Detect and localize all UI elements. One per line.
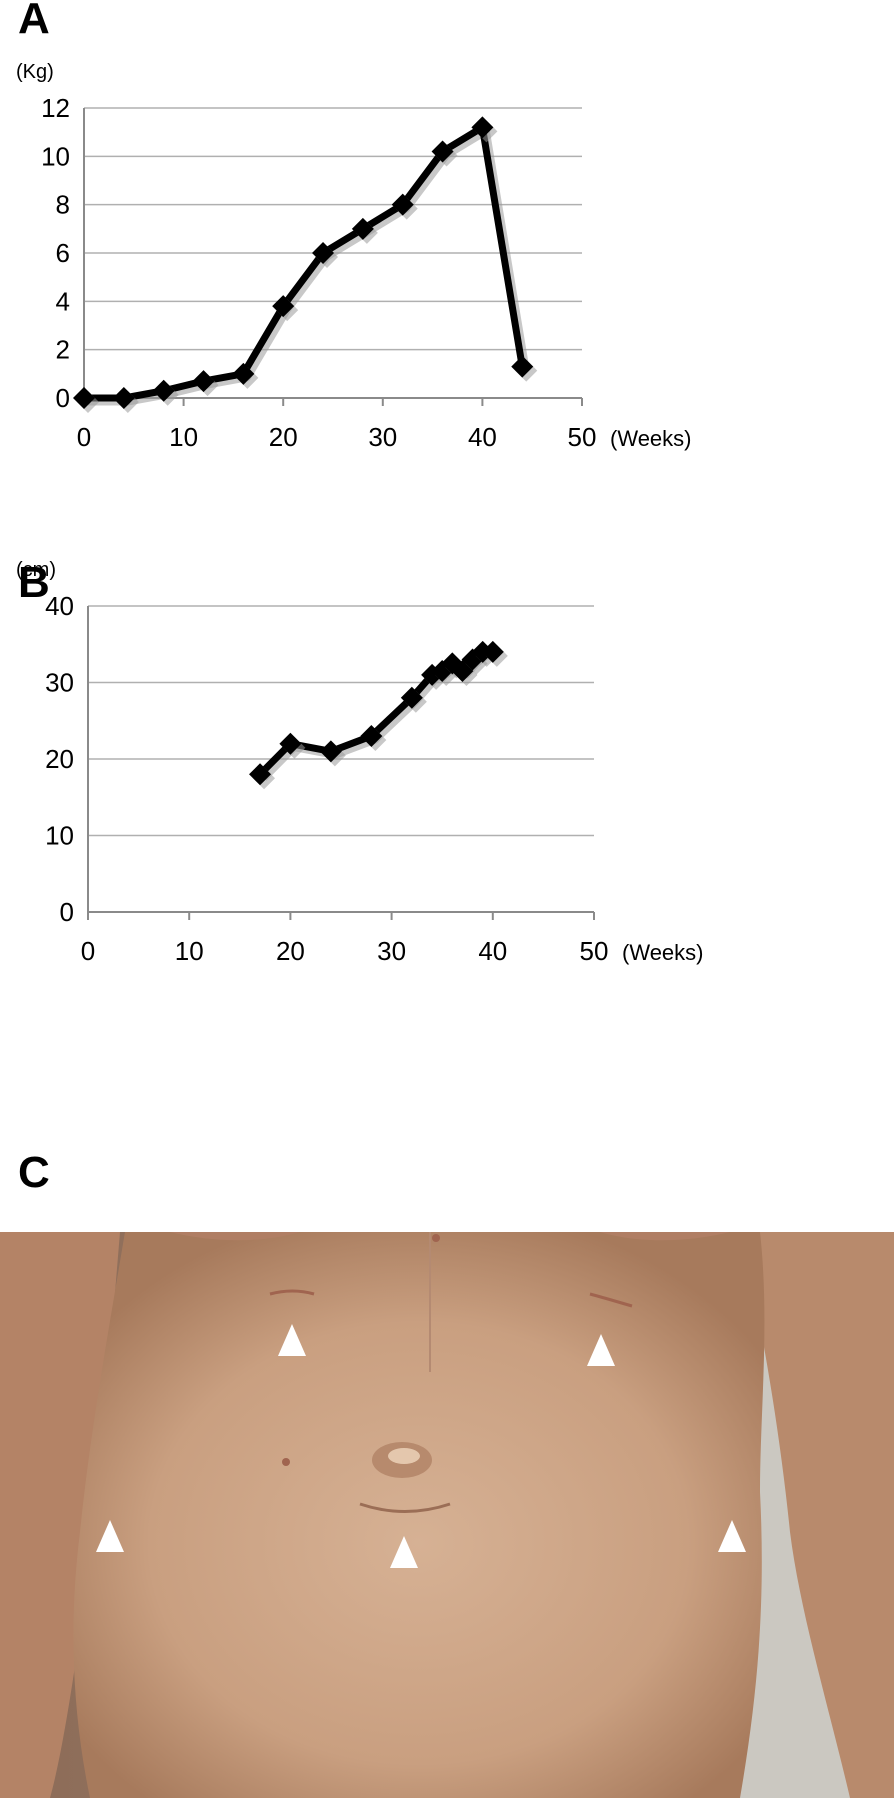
- y-tick-label: 40: [45, 591, 74, 621]
- scar-dot-left: [282, 1458, 290, 1466]
- data-point: [279, 732, 302, 755]
- x-tick-label: 40: [468, 422, 497, 452]
- data-point: [152, 379, 175, 402]
- data-point: [461, 648, 484, 671]
- series-line-shadow: [88, 127, 530, 406]
- x-tick-label: 20: [276, 936, 305, 966]
- data-point: [351, 217, 374, 240]
- y-tick-label: 30: [45, 668, 74, 698]
- data-point: [319, 740, 342, 763]
- x-tick-label: 40: [478, 936, 507, 966]
- y-tick-label: 4: [56, 286, 70, 316]
- data-point: [192, 370, 215, 393]
- data-point: [431, 140, 454, 163]
- arrowhead-5: [718, 1520, 746, 1552]
- arm-right: [740, 1232, 894, 1798]
- data-point: [249, 763, 272, 786]
- y-tick-label: 6: [56, 238, 70, 268]
- chart-b: 0 10 20 30 40 0 10 20 30 40 50 (cm) (Weeks): [16, 560, 704, 966]
- scar-upper-right: [589, 1292, 633, 1308]
- x-axis-label: (Weeks): [622, 940, 704, 965]
- y-tick-label: 10: [41, 141, 70, 171]
- arm-left: [0, 1232, 120, 1798]
- series-line: [84, 123, 526, 402]
- data-point: [112, 387, 135, 409]
- data-point: [360, 725, 383, 748]
- chart-a: 0 2 4 6 8 10 12 0 10 20 30 40 50 (Kg) (Weeks): [16, 61, 692, 452]
- belly: [73, 1232, 765, 1798]
- y-tick-label: 10: [45, 821, 74, 851]
- x-tick-label: 50: [568, 422, 597, 452]
- x-tick-label: 0: [77, 422, 91, 452]
- y-axis-label: (Kg): [16, 61, 54, 83]
- abdomen-photo: [0, 1232, 894, 1798]
- arrowhead-1: [278, 1324, 306, 1356]
- y-tick-label: 2: [56, 335, 70, 365]
- data-point: [511, 355, 534, 378]
- scar-upper-left: [269, 1289, 315, 1296]
- navel-inner: [388, 1448, 420, 1464]
- arrowhead-4: [390, 1536, 418, 1568]
- x-tick-label: 10: [175, 936, 204, 966]
- arrowhead-3: [96, 1520, 124, 1552]
- y-tick-label: 0: [60, 897, 74, 927]
- scar-dot-top: [432, 1234, 440, 1242]
- x-tick-label: 50: [580, 936, 609, 966]
- scar-umbilical: [359, 1502, 451, 1513]
- x-axis-label: (Weeks): [610, 426, 692, 451]
- breast-left: [170, 1232, 300, 1241]
- data-point: [400, 686, 423, 709]
- data-point: [471, 116, 494, 139]
- panel-b-label: B: [18, 558, 50, 607]
- x-tick-label: 10: [169, 422, 198, 452]
- data-point: [481, 640, 504, 663]
- data-point: [232, 362, 255, 385]
- data-point: [312, 242, 335, 264]
- x-tick-label: 30: [377, 936, 406, 966]
- y-axis-label: (cm): [16, 560, 56, 581]
- y-tick-label: 0: [56, 383, 70, 413]
- data-point: [421, 663, 444, 686]
- panel-c-label: C: [18, 1148, 50, 1197]
- x-tick-label: 0: [81, 936, 95, 966]
- panel-a-label: A: [18, 0, 50, 43]
- data-point: [73, 387, 95, 409]
- y-tick-label: 8: [56, 190, 70, 220]
- data-point: [391, 193, 414, 216]
- x-tick-label: 30: [368, 422, 397, 452]
- arrowhead-2: [587, 1334, 615, 1366]
- y-tick-label: 20: [45, 744, 74, 774]
- breast-right: [600, 1232, 730, 1241]
- data-point: [272, 295, 295, 318]
- x-tick-label: 20: [269, 422, 298, 452]
- y-tick-label: 12: [41, 93, 70, 123]
